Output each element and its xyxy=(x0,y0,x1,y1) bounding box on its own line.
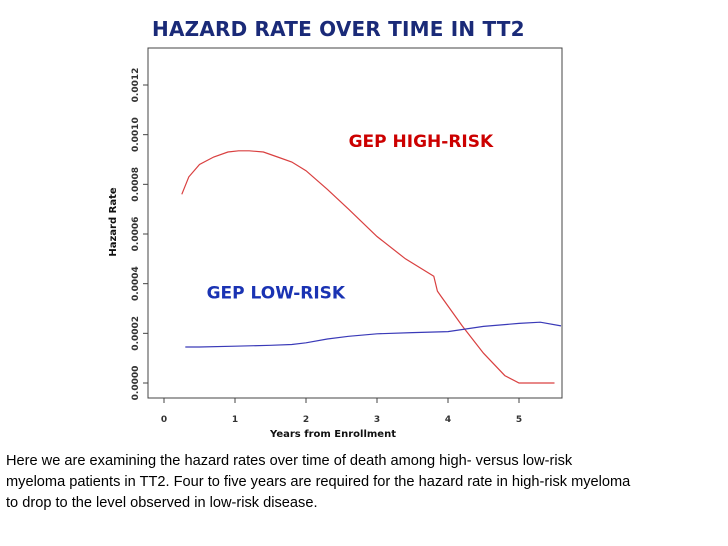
chart-title: HAZARD RATE OVER TIME IN TT2 xyxy=(152,17,525,41)
x-tick-label: 1 xyxy=(232,415,238,425)
y-tick-label: 0.0010 xyxy=(131,117,141,152)
plot-frame xyxy=(147,47,563,399)
y-axis-label: Hazard Rate xyxy=(108,187,119,256)
x-tick-label: 4 xyxy=(445,415,451,425)
plot-area: 0.0000 0.0002 0.0004 0.0006 0.0008 0.0010 0.00… xyxy=(108,47,563,440)
caption-line-1: Here we are examining the hazard rates o… xyxy=(6,453,573,469)
x-axis-label: Years from Enrollment xyxy=(269,429,396,440)
caption-line-2: myeloma patients in TT2. Four to five ye… xyxy=(6,474,631,490)
hazard-rate-chart: 0.0000 0.0002 0.0004 0.0006 0.0008 0.0010 0.00… xyxy=(108,47,563,440)
y-tick-label: 0.0012 xyxy=(131,68,141,103)
y-tick-label: 0.0002 xyxy=(131,316,141,351)
annotation-high-risk: GEP HIGH-RISK xyxy=(349,132,494,152)
caption-line-3: to drop to the level observed in low-ris… xyxy=(6,495,318,511)
y-tick-label: 0.0006 xyxy=(131,217,141,252)
y-tick-label: 0.0008 xyxy=(131,167,141,202)
y-tick-label: 0.0004 xyxy=(131,266,141,301)
annotation-low-risk: GEP LOW-RISK xyxy=(207,284,346,304)
series-line-low-risk xyxy=(185,321,562,348)
x-tick-label: 0 xyxy=(161,415,167,425)
x-tick-label: 3 xyxy=(374,415,380,425)
x-tick-label: 5 xyxy=(516,415,522,425)
series-line-high-risk xyxy=(181,150,555,384)
y-tick-label: 0.0000 xyxy=(131,366,141,401)
x-tick-label: 2 xyxy=(303,415,309,425)
caption: Here we are examining the hazard rates o… xyxy=(6,451,726,514)
